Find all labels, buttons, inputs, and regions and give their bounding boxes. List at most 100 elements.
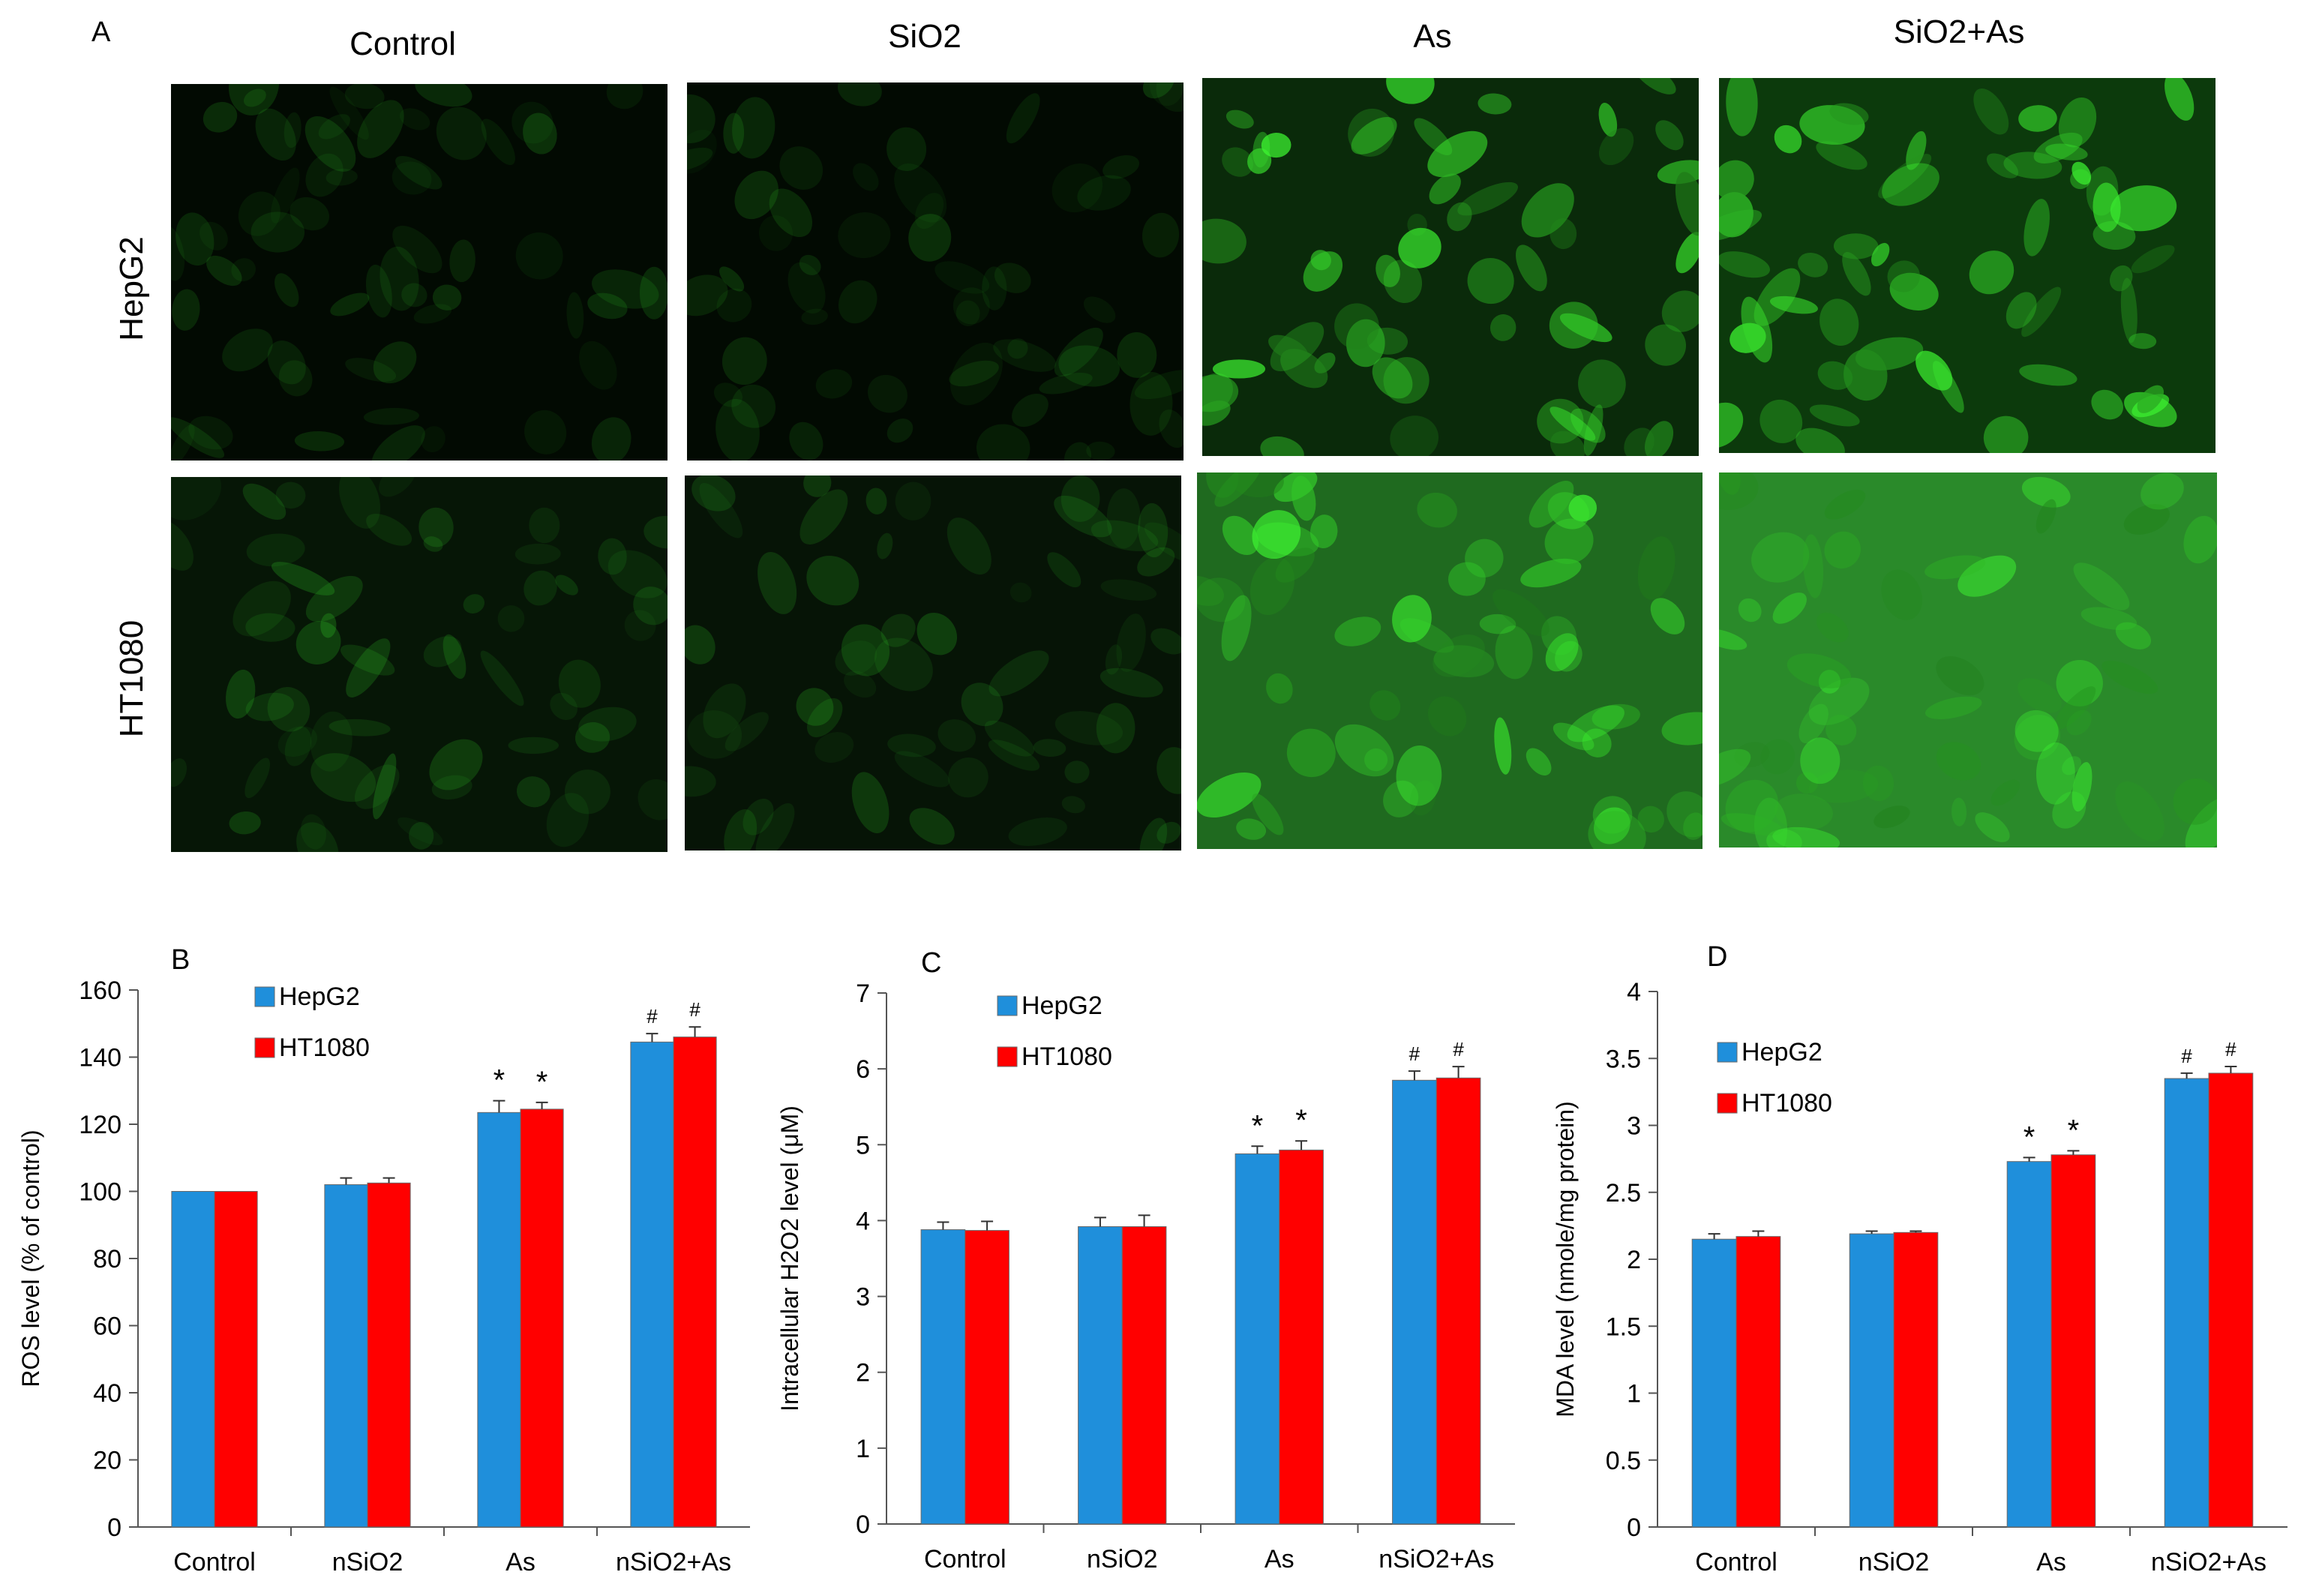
- y-axis-label: MDA level (nmole/mg protein): [1552, 1101, 1579, 1417]
- panel-letter: C: [921, 947, 941, 979]
- significance-mark: #: [2181, 1045, 2192, 1067]
- y-tick-label: 3.5: [1606, 1045, 1641, 1073]
- y-tick-label: 0: [856, 1510, 870, 1539]
- column-title-control: Control: [350, 26, 456, 62]
- micrograph-ht1080-control: [171, 477, 668, 852]
- bar-hepg2-0: [171, 1191, 215, 1528]
- bar-ht1080-2: [520, 1108, 564, 1528]
- y-tick-label: 2: [856, 1359, 870, 1388]
- bar-ht1080-2: [2050, 1154, 2096, 1528]
- y-tick-label: 3: [1627, 1112, 1641, 1141]
- bar-ht1080-0: [1736, 1236, 1781, 1528]
- bar-hepg2-0: [920, 1229, 966, 1525]
- y-tick-label: 6: [856, 1055, 870, 1084]
- significance-mark: *: [2024, 1120, 2036, 1154]
- micrograph-hepg2-control: [171, 84, 668, 460]
- row-label-hepg2: HepG2: [113, 236, 150, 341]
- panel-a-letter: A: [92, 16, 111, 48]
- y-tick-label: 5: [856, 1131, 870, 1160]
- x-tick-label: nSiO2+As: [2151, 1548, 2266, 1576]
- column-title-sio2-as: SiO2+As: [1893, 14, 2025, 50]
- x-tick-label: As: [1264, 1545, 1294, 1574]
- panel-letter: D: [1707, 941, 1727, 973]
- x-tick-label: nSiO2: [332, 1548, 404, 1576]
- legend-swatch-hepg2: [254, 986, 275, 1007]
- x-tick-label: nSiO2+As: [1378, 1545, 1494, 1574]
- y-tick-label: 2.5: [1606, 1179, 1641, 1208]
- significance-mark: *: [1252, 1109, 1264, 1142]
- significance-mark: #: [2225, 1038, 2236, 1060]
- bar-hepg2-3: [630, 1041, 674, 1528]
- y-tick-label: 1.5: [1606, 1312, 1641, 1341]
- y-tick-label: 0: [107, 1514, 122, 1542]
- row-label-ht1080: HT1080: [113, 620, 150, 738]
- y-axis-label: ROS level (% of control): [17, 1130, 44, 1387]
- y-tick-label: 4: [856, 1207, 870, 1235]
- significance-mark: #: [1409, 1042, 1420, 1065]
- legend-label-hepg2: HepG2: [279, 982, 360, 1011]
- y-tick-label: 160: [79, 976, 122, 1005]
- bar-ht1080-0: [964, 1230, 1010, 1525]
- legend-swatch-ht1080: [1717, 1093, 1738, 1114]
- x-tick-label: Control: [1695, 1548, 1778, 1576]
- y-tick-label: 0.5: [1606, 1447, 1641, 1475]
- y-tick-label: 60: [93, 1312, 122, 1341]
- significance-mark: *: [536, 1066, 548, 1099]
- x-tick-label: As: [2036, 1548, 2066, 1576]
- micrograph-ht1080-as: [1197, 472, 1702, 849]
- legend-swatch-ht1080: [254, 1037, 275, 1058]
- legend-label-hepg2: HepG2: [1742, 1038, 1822, 1066]
- bar-ht1080-1: [1121, 1226, 1167, 1525]
- bar-hepg2-1: [324, 1184, 368, 1528]
- y-tick-label: 20: [93, 1447, 122, 1475]
- bar-ht1080-1: [1893, 1232, 1939, 1528]
- bar-hepg2-2: [2006, 1161, 2052, 1528]
- significance-mark: #: [1453, 1038, 1464, 1060]
- legend-swatch-hepg2: [997, 995, 1018, 1016]
- y-tick-label: 140: [79, 1044, 122, 1072]
- significance-mark: *: [494, 1064, 506, 1097]
- micrograph-hepg2-sio2-as: [1719, 78, 2216, 453]
- bar-ht1080-2: [1279, 1149, 1324, 1525]
- bar-hepg2-2: [477, 1112, 521, 1528]
- bar-hepg2-0: [1691, 1238, 1737, 1528]
- legend-label-hepg2: HepG2: [1022, 992, 1102, 1020]
- y-tick-label: 80: [93, 1245, 122, 1274]
- x-tick-label: nSiO2+As: [616, 1548, 731, 1576]
- chart-h2o2: C 0 1 2 3 4 5 6 7 Intracellular H2O2 level (μM) Co…: [776, 947, 1515, 1574]
- column-title-sio2: SiO2: [888, 18, 962, 55]
- micrograph-hepg2-sio2: [687, 82, 1184, 460]
- bar-ht1080-3: [673, 1036, 717, 1528]
- legend-label-ht1080: HT1080: [1022, 1042, 1112, 1071]
- bar-hepg2-1: [1849, 1233, 1894, 1528]
- legend-label-ht1080: HT1080: [1742, 1089, 1832, 1118]
- y-tick-label: 100: [79, 1178, 122, 1207]
- x-tick-label: Control: [924, 1545, 1006, 1574]
- bar-hepg2-3: [2164, 1078, 2210, 1528]
- significance-mark: *: [1295, 1104, 1307, 1137]
- x-tick-label: nSiO2: [1087, 1545, 1158, 1574]
- significance-mark: #: [646, 1005, 658, 1028]
- bar-ht1080-3: [2208, 1072, 2254, 1528]
- y-tick-label: 7: [856, 980, 870, 1008]
- legend-label-ht1080: HT1080: [279, 1034, 370, 1062]
- y-axis-label: Intracellular H2O2 level (μM): [776, 1106, 803, 1412]
- bar-hepg2-3: [1392, 1079, 1437, 1525]
- column-title-as: As: [1413, 18, 1452, 55]
- y-tick-label: 4: [1627, 978, 1641, 1006]
- bar-ht1080-3: [1436, 1077, 1481, 1525]
- micrograph-ht1080-sio2: [685, 476, 1181, 850]
- y-tick-label: 3: [856, 1283, 870, 1312]
- y-tick-label: 40: [93, 1379, 122, 1408]
- y-tick-label: 2: [1627, 1246, 1641, 1274]
- x-tick-label: nSiO2: [1858, 1548, 1930, 1576]
- micrograph-ht1080-sio2-as: [1719, 472, 2217, 848]
- micrograph-hepg2-as: [1202, 78, 1699, 456]
- chart-ros: B 0 20 40 60 80 100 120 140 160 ROS level (% of co…: [17, 944, 750, 1576]
- panel-letter: B: [171, 944, 190, 976]
- y-tick-label: 0: [1627, 1514, 1641, 1542]
- chart-mda: D 0 0.5 1 1.5 2 2.5 3 3.5 4 MDA level (nmole/mg pr…: [1552, 941, 2288, 1576]
- y-tick-label: 120: [79, 1111, 122, 1139]
- bar-hepg2-1: [1078, 1226, 1123, 1525]
- significance-mark: *: [2068, 1114, 2080, 1147]
